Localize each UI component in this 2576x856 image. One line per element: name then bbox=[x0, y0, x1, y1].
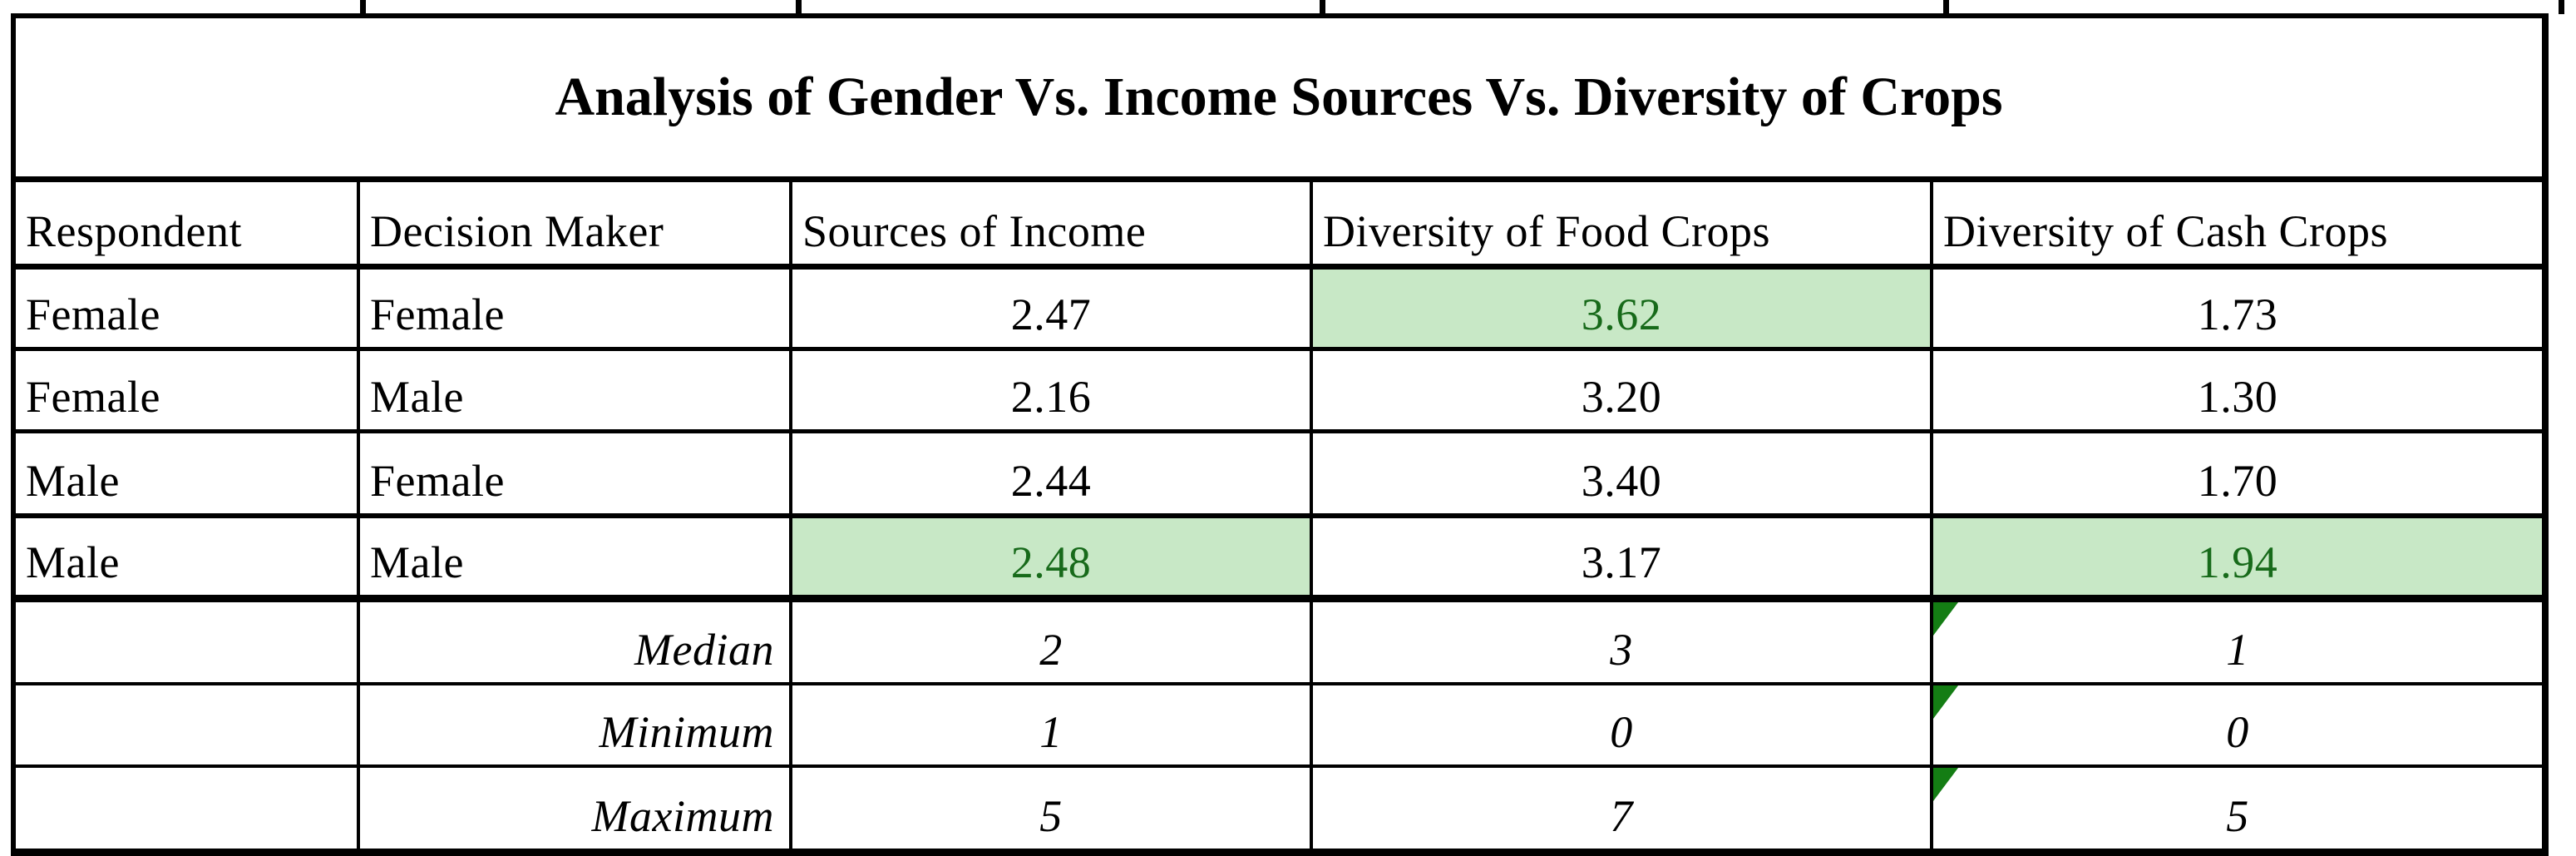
gridline-tick bbox=[360, 0, 366, 14]
stat-value-diversity-cash-crops: 5 bbox=[1930, 766, 2547, 853]
stat-value-sources-of-income: 2 bbox=[789, 598, 1313, 685]
cell-diversity-food-crops: 3.20 bbox=[1310, 349, 1933, 433]
cell-sources-of-income-highlighted: 2.48 bbox=[789, 516, 1313, 602]
error-indicator-icon bbox=[1935, 768, 1958, 801]
title-row: Analysis of Gender Vs. Income Sources Vs… bbox=[12, 16, 2547, 182]
column-header-respondent: Respondent bbox=[12, 179, 360, 270]
stat-row-median: Median 2 3 1 bbox=[12, 598, 2547, 685]
stat-value-diversity-food-crops: 7 bbox=[1310, 766, 1933, 853]
gridline-tick bbox=[796, 0, 802, 14]
stat-value-diversity-food-crops: 3 bbox=[1310, 598, 1933, 685]
stat-value-diversity-cash-crops: 1 bbox=[1930, 598, 2547, 685]
stat-value-sources-of-income: 1 bbox=[789, 684, 1313, 768]
stat-value-text: 5 bbox=[2226, 790, 2249, 841]
stat-value-text: 1 bbox=[2226, 624, 2249, 675]
cell-respondent: Male bbox=[12, 431, 360, 518]
table-row: Male Male 2.48 3.17 1.94 bbox=[12, 516, 2547, 602]
gridline-tick bbox=[2559, 0, 2564, 14]
cell-decision-maker: Female bbox=[357, 266, 792, 351]
column-header-sources-of-income: Sources of Income bbox=[789, 179, 1313, 270]
stat-label-median: Median bbox=[357, 598, 792, 685]
cell-sources-of-income: 2.16 bbox=[789, 349, 1313, 433]
cell-decision-maker: Male bbox=[357, 349, 792, 433]
column-header-decision-maker: Decision Maker bbox=[357, 179, 792, 270]
gridline-tick bbox=[1320, 0, 1325, 14]
header-row: Respondent Decision Maker Sources of Inc… bbox=[12, 179, 2547, 270]
cell-diversity-food-crops: 3.40 bbox=[1310, 431, 1933, 518]
stat-row-maximum: Maximum 5 7 5 bbox=[12, 766, 2547, 853]
cell-decision-maker: Male bbox=[357, 516, 792, 602]
cell-respondent: Female bbox=[12, 349, 360, 433]
table-row: Female Male 2.16 3.20 1.30 bbox=[12, 349, 2547, 433]
table-row: Male Female 2.44 3.40 1.70 bbox=[12, 431, 2547, 518]
gridline-tick bbox=[1943, 0, 1949, 14]
cell-decision-maker: Female bbox=[357, 431, 792, 518]
cell-respondent: Female bbox=[12, 266, 360, 351]
stat-value-diversity-cash-crops: 0 bbox=[1930, 684, 2547, 768]
cell-diversity-cash-crops-highlighted: 1.94 bbox=[1930, 516, 2547, 602]
cell-diversity-food-crops: 3.17 bbox=[1310, 516, 1933, 602]
stat-row-minimum: Minimum 1 0 0 bbox=[12, 684, 2547, 768]
column-header-diversity-food-crops: Diversity of Food Crops bbox=[1310, 179, 1933, 270]
error-indicator-icon bbox=[1935, 602, 1958, 636]
stat-value-text: 0 bbox=[2226, 706, 2249, 757]
stat-value-sources-of-income: 5 bbox=[789, 766, 1313, 853]
table-row: Female Female 2.47 3.62 1.73 bbox=[12, 266, 2547, 351]
stat-value-diversity-food-crops: 0 bbox=[1310, 684, 1933, 768]
stat-label-minimum: Minimum bbox=[357, 684, 792, 768]
cell-diversity-cash-crops: 1.73 bbox=[1930, 266, 2547, 351]
stat-label-maximum: Maximum bbox=[357, 766, 792, 853]
cell-diversity-cash-crops: 1.30 bbox=[1930, 349, 2547, 433]
cell-sources-of-income: 2.44 bbox=[789, 431, 1313, 518]
analysis-table: Analysis of Gender Vs. Income Sources Vs… bbox=[11, 13, 2549, 856]
cell-empty bbox=[12, 598, 360, 685]
cell-empty bbox=[12, 684, 360, 768]
column-header-diversity-cash-crops: Diversity of Cash Crops bbox=[1930, 179, 2547, 270]
cell-sources-of-income: 2.47 bbox=[789, 266, 1313, 351]
table-title: Analysis of Gender Vs. Income Sources Vs… bbox=[12, 16, 2547, 182]
cell-diversity-food-crops-highlighted: 3.62 bbox=[1310, 266, 1933, 351]
cell-empty bbox=[12, 766, 360, 853]
cell-respondent: Male bbox=[12, 516, 360, 602]
cell-diversity-cash-crops: 1.70 bbox=[1930, 431, 2547, 518]
error-indicator-icon bbox=[1935, 685, 1958, 719]
